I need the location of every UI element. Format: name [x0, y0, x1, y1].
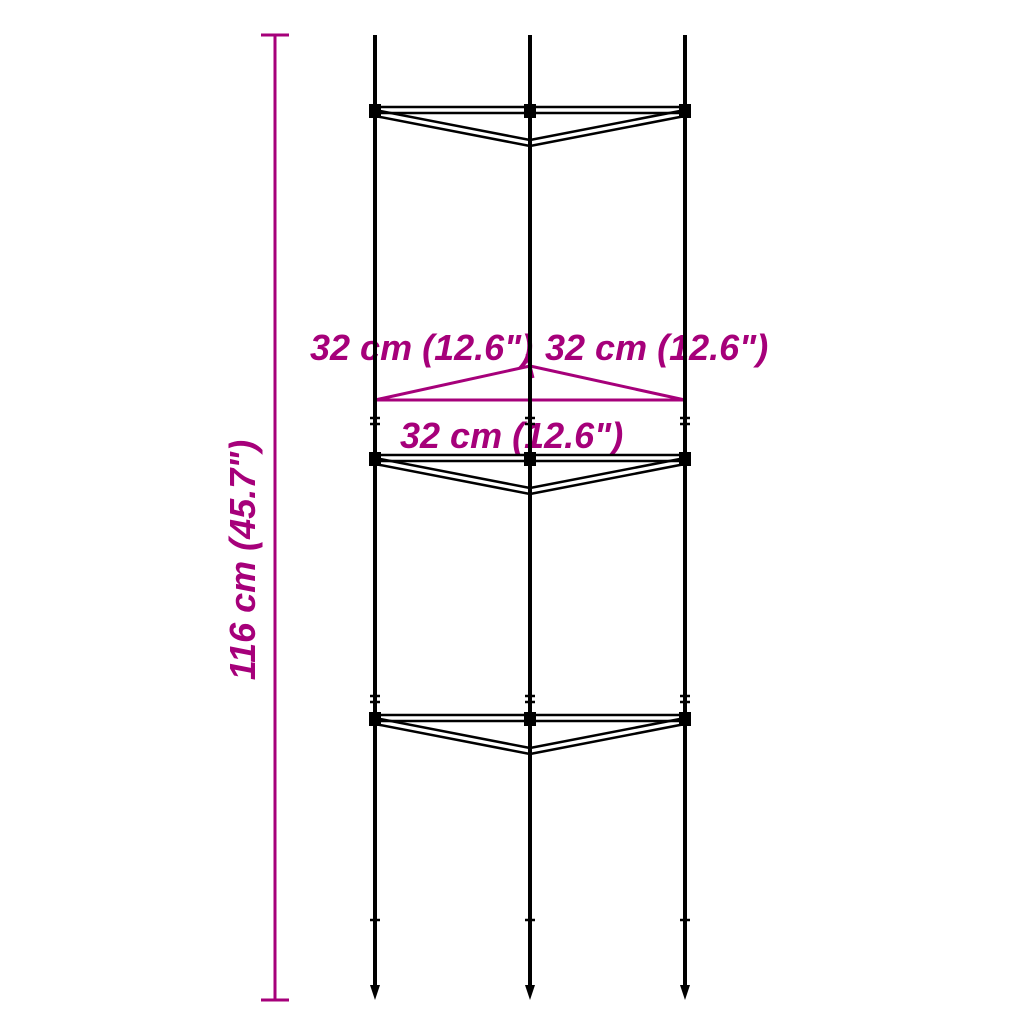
width-front-label: 32 cm (12.6") [400, 415, 623, 456]
plant-support-drawing [369, 35, 691, 1000]
spikes [370, 960, 690, 1000]
dimension-diagram: 116 cm (45.7") 32 cm (12.6") 32 cm (12.6… [0, 0, 1024, 1024]
height-label: 116 cm (45.7") [222, 440, 263, 681]
width-top-left-label: 32 cm (12.6") [310, 327, 533, 368]
height-dimension: 116 cm (45.7") [222, 35, 289, 1000]
width-triangle-dimension: 32 cm (12.6") 32 cm (12.6") [310, 327, 768, 400]
width-top-right-label: 32 cm (12.6") [545, 327, 768, 368]
